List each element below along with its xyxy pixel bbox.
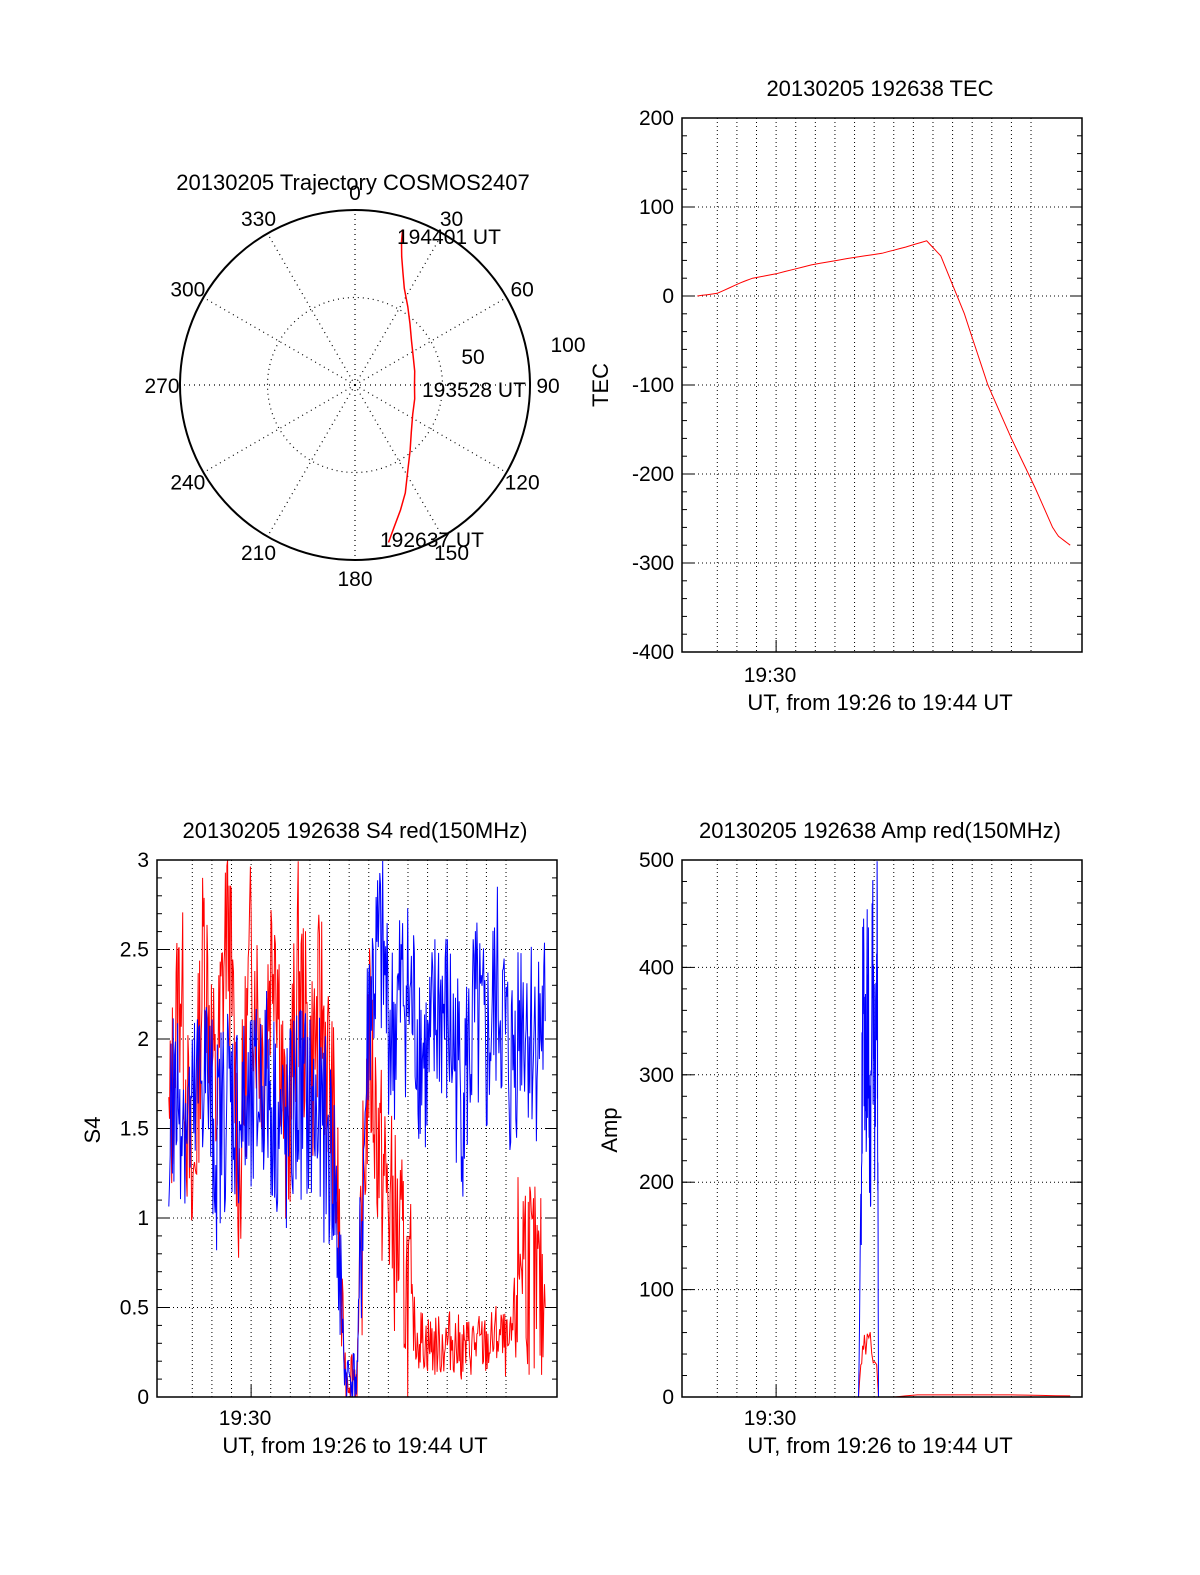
trajectory-series bbox=[387, 229, 416, 543]
ytick-label: 400 bbox=[639, 956, 674, 979]
trajectory-annotation-start: 192637 UT bbox=[380, 529, 484, 552]
polar-angle-label: 180 bbox=[337, 568, 372, 591]
amp-title: 20130205 192638 Amp red(150MHz) bbox=[699, 818, 1061, 843]
tec-plot-area: -400 -300 -200 -100 0 100 200 bbox=[632, 107, 1083, 664]
series-line-blue bbox=[168, 860, 546, 1398]
tec-title: 20130205 192638 TEC bbox=[766, 76, 993, 101]
ytick-label: 2.5 bbox=[120, 939, 149, 962]
polar-grid bbox=[179, 209, 531, 561]
polar-radial-label-50: 50 bbox=[461, 346, 484, 369]
ytick-label: 1 bbox=[137, 1207, 149, 1230]
ytick-label: -300 bbox=[632, 552, 674, 575]
series-line-red bbox=[697, 1332, 1071, 1398]
polar-angle-label: 90 bbox=[536, 375, 559, 398]
tec-xtick-label: 19:30 bbox=[744, 664, 797, 687]
polar-inner-circle bbox=[266, 296, 444, 474]
ytick-label: 0 bbox=[662, 285, 674, 308]
polar-spoke bbox=[354, 384, 507, 474]
series-line-red bbox=[697, 240, 1071, 546]
tec-xlabel: UT, from 19:26 to 19:44 UT bbox=[747, 690, 1012, 715]
ytick-label: 100 bbox=[639, 196, 674, 219]
ytick-label: 0.5 bbox=[120, 1297, 149, 1320]
amp-xlabel: UT, from 19:26 to 19:44 UT bbox=[747, 1433, 1012, 1458]
trajectory-line bbox=[387, 229, 416, 543]
ytick-label: -400 bbox=[632, 641, 674, 664]
trajectory-chart: 20130205 Trajectory COSMOS2407 0 30 60 90 12… bbox=[144, 170, 585, 591]
polar-angle-label: 60 bbox=[510, 279, 533, 302]
ytick-label: -200 bbox=[632, 463, 674, 486]
trajectory-title: 20130205 Trajectory COSMOS2407 bbox=[176, 170, 529, 195]
polar-spoke bbox=[354, 384, 444, 537]
s4-xlabel: UT, from 19:26 to 19:44 UT bbox=[222, 1433, 487, 1458]
ytick-label: -100 bbox=[632, 374, 674, 397]
ytick-label: 2 bbox=[137, 1028, 149, 1051]
tec-chart: 20130205 192638 TEC -400 -300 -200 -100 0 100… bbox=[588, 76, 1083, 715]
polar-angle-label: 0 bbox=[349, 182, 361, 205]
amp-plot-area: 0 100 200 300 400 500 bbox=[639, 849, 1083, 1409]
polar-spoke bbox=[266, 384, 356, 537]
plot-frame bbox=[681, 117, 1083, 653]
trajectory-annotation-end: 194401 UT bbox=[397, 226, 501, 249]
polar-spoke bbox=[266, 233, 356, 386]
polar-angle-label: 330 bbox=[241, 208, 276, 231]
polar-radial-label-100: 100 bbox=[550, 334, 585, 357]
s4-chart: 20130205 192638 S4 red(150MHz) 0 0.5 1 1.5 2… bbox=[80, 818, 558, 1458]
amp-xtick-label: 19:30 bbox=[744, 1407, 797, 1430]
amp-ylabel: Amp bbox=[597, 1107, 622, 1152]
polar-outer-circle bbox=[179, 209, 531, 561]
ytick-label: 500 bbox=[639, 849, 674, 872]
ytick-label: 0 bbox=[662, 1386, 674, 1409]
polar-angle-label: 300 bbox=[170, 279, 205, 302]
s4-ylabel: S4 bbox=[80, 1117, 105, 1144]
s4-title: 20130205 192638 S4 red(150MHz) bbox=[183, 818, 528, 843]
plot-frame bbox=[681, 859, 1083, 1398]
tec-ylabel: TEC bbox=[588, 363, 613, 407]
polar-angle-label: 240 bbox=[170, 472, 205, 495]
ytick-label: 3 bbox=[137, 849, 149, 872]
polar-angle-label: 210 bbox=[241, 542, 276, 565]
s4-xtick-label: 19:30 bbox=[219, 1407, 272, 1430]
ytick-label: 100 bbox=[639, 1279, 674, 1302]
polar-angle-label: 270 bbox=[144, 375, 179, 398]
trajectory-annotation-mid: 193528 UT bbox=[422, 379, 526, 402]
ytick-label: 0 bbox=[137, 1386, 149, 1409]
polar-angle-labels: 0 30 60 90 120 150 180 210 240 270 300 330 bbox=[144, 182, 559, 591]
amp-chart: 20130205 192638 Amp red(150MHz) 0 100 200 3… bbox=[597, 818, 1083, 1458]
polar-spoke bbox=[203, 384, 356, 474]
polar-angle-label: 120 bbox=[505, 472, 540, 495]
s4-plot-area: 0 0.5 1 1.5 2 2.5 3 bbox=[120, 849, 558, 1409]
ytick-label: 1.5 bbox=[120, 1118, 149, 1141]
ytick-label: 300 bbox=[639, 1064, 674, 1087]
polar-angle-label: 30 bbox=[440, 208, 463, 231]
polar-spoke bbox=[203, 296, 356, 386]
series-line-blue bbox=[697, 861, 1071, 1398]
polar-angle-label: 150 bbox=[434, 542, 469, 565]
plot-frame bbox=[156, 859, 558, 1398]
polar-spoke bbox=[354, 296, 507, 386]
ytick-label: 200 bbox=[639, 107, 674, 130]
ytick-label: 200 bbox=[639, 1171, 674, 1194]
polar-spoke bbox=[354, 233, 444, 386]
